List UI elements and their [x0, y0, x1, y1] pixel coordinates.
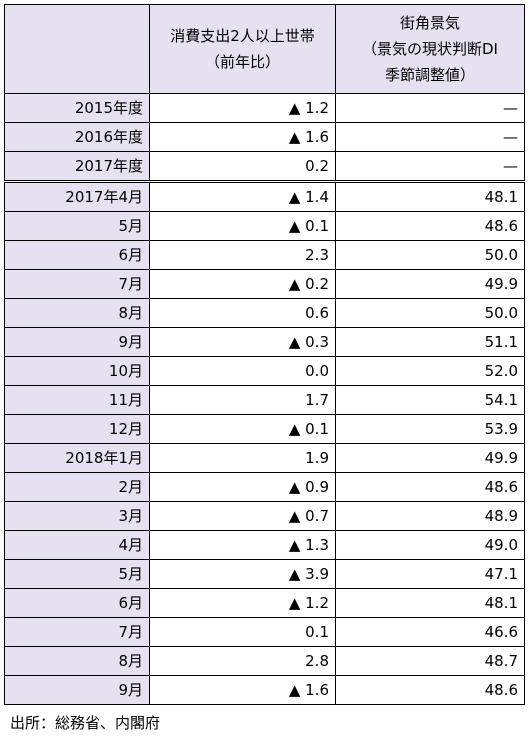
header-street-corner-di: 街角景気 （景気の現状判断DI 季節調整値）	[335, 4, 525, 94]
consumption-value: 1.9	[149, 443, 336, 473]
di-value: 51.1	[335, 327, 525, 357]
row-label: 6月	[4, 240, 150, 270]
row-label: 2015年度	[4, 93, 150, 123]
di-value: —	[335, 151, 525, 182]
header-di-line: 季節調整値）	[384, 66, 475, 84]
consumption-value: ▲ 0.2	[149, 269, 336, 299]
row-label: 8月	[4, 298, 150, 328]
table-row: 8月 2.8 48.7	[4, 646, 525, 676]
consumption-value: ▲ 1.4	[149, 180, 336, 212]
row-label: 2月	[4, 472, 150, 502]
table-row: 8月 0.6 50.0	[4, 298, 525, 328]
consumption-value: ▲ 0.3	[149, 327, 336, 357]
table-row: 2017年度 0.2—	[4, 151, 525, 182]
table-row: 2016年度 ▲ 1.6—	[4, 122, 525, 152]
di-value: —	[335, 93, 525, 123]
row-label: 7月	[4, 617, 150, 647]
consumption-value: 0.0	[149, 356, 336, 386]
statistics-table: 消費支出2人以上世帯 （前年比） 街角景気 （景気の現状判断DI 季節調整値） …	[4, 4, 525, 705]
header-row: 消費支出2人以上世帯 （前年比） 街角景気 （景気の現状判断DI 季節調整値）	[4, 4, 525, 94]
table-row: 6月 2.3 50.0	[4, 240, 525, 270]
di-value: 48.6	[335, 675, 525, 705]
row-label: 3月	[4, 501, 150, 531]
row-label: 5月	[4, 559, 150, 589]
table-row: 2018年1月 1.9 49.9	[4, 443, 525, 473]
consumption-value: 0.2	[149, 151, 336, 182]
consumption-value: ▲ 1.3	[149, 530, 336, 560]
header-consumption-line: 消費支出2人以上世帯	[170, 27, 315, 45]
di-value: 47.1	[335, 559, 525, 589]
table-row: 9月 ▲ 1.6 48.6	[4, 675, 525, 705]
table-row: 4月 ▲ 1.3 49.0	[4, 530, 525, 560]
consumption-value: ▲ 0.7	[149, 501, 336, 531]
table-row: 2017年4月 ▲ 1.4 48.1	[4, 180, 525, 212]
table-body: 2015年度 ▲ 1.2—2016年度 ▲ 1.6—2017年度 0.2—2017年4…	[4, 93, 525, 705]
row-label: 9月	[4, 327, 150, 357]
di-value: 48.1	[335, 588, 525, 618]
consumption-value: ▲ 1.6	[149, 122, 336, 152]
row-label: 4月	[4, 530, 150, 560]
consumption-value: ▲ 1.2	[149, 588, 336, 618]
di-value: 50.0	[335, 298, 525, 328]
header-corner-cell	[4, 4, 150, 94]
row-label: 7月	[4, 269, 150, 299]
consumption-value: ▲ 0.1	[149, 414, 336, 444]
di-value: 48.6	[335, 472, 525, 502]
di-value: 53.9	[335, 414, 525, 444]
table-row: 2月 ▲ 0.9 48.6	[4, 472, 525, 502]
consumption-value: ▲ 0.1	[149, 211, 336, 241]
row-label: 8月	[4, 646, 150, 676]
row-label: 2016年度	[4, 122, 150, 152]
di-value: 48.7	[335, 646, 525, 676]
consumption-value: ▲ 3.9	[149, 559, 336, 589]
table-row: 7月 0.1 46.6	[4, 617, 525, 647]
source-note: 出所：総務省、内閣府	[10, 714, 161, 732]
table-row: 10月 0.0 52.0	[4, 356, 525, 386]
header-consumption-line: （前年比）	[204, 53, 280, 71]
header-consumption: 消費支出2人以上世帯 （前年比）	[149, 4, 336, 94]
row-label: 2018年1月	[4, 443, 150, 473]
consumption-value: ▲ 1.2	[149, 93, 336, 123]
di-value: 54.1	[335, 385, 525, 415]
header-di-line: （景気の現状判断DI	[362, 40, 498, 58]
consumption-value: ▲ 1.6	[149, 675, 336, 705]
table-row: 7月 ▲ 0.2 49.9	[4, 269, 525, 299]
di-value: 52.0	[335, 356, 525, 386]
table-row: 11月 1.7 54.1	[4, 385, 525, 415]
consumption-value: 0.1	[149, 617, 336, 647]
consumption-value: 0.6	[149, 298, 336, 328]
table-row: 6月 ▲ 1.2 48.1	[4, 588, 525, 618]
table-row: 12月 ▲ 0.1 53.9	[4, 414, 525, 444]
di-value: 49.9	[335, 443, 525, 473]
di-value: 49.0	[335, 530, 525, 560]
row-label: 2017年4月	[4, 180, 150, 212]
row-label: 10月	[4, 356, 150, 386]
di-value: —	[335, 122, 525, 152]
consumption-value: 2.8	[149, 646, 336, 676]
row-label: 12月	[4, 414, 150, 444]
di-value: 48.6	[335, 211, 525, 241]
row-label: 5月	[4, 211, 150, 241]
row-label: 9月	[4, 675, 150, 705]
row-label: 6月	[4, 588, 150, 618]
consumption-value: ▲ 0.9	[149, 472, 336, 502]
table-row: 3月 ▲ 0.7 48.9	[4, 501, 525, 531]
di-value: 48.1	[335, 180, 525, 212]
table-row: 2015年度 ▲ 1.2—	[4, 93, 525, 123]
row-label: 2017年度	[4, 151, 150, 182]
consumption-value: 2.3	[149, 240, 336, 270]
row-label: 11月	[4, 385, 150, 415]
table-row: 5月 ▲ 0.1 48.6	[4, 211, 525, 241]
table-row: 9月 ▲ 0.3 51.1	[4, 327, 525, 357]
di-value: 48.9	[335, 501, 525, 531]
di-value: 50.0	[335, 240, 525, 270]
di-value: 49.9	[335, 269, 525, 299]
table-row: 5月 ▲ 3.9 47.1	[4, 559, 525, 589]
consumption-value: 1.7	[149, 385, 336, 415]
di-value: 46.6	[335, 617, 525, 647]
header-di-line: 街角景気	[399, 14, 460, 32]
